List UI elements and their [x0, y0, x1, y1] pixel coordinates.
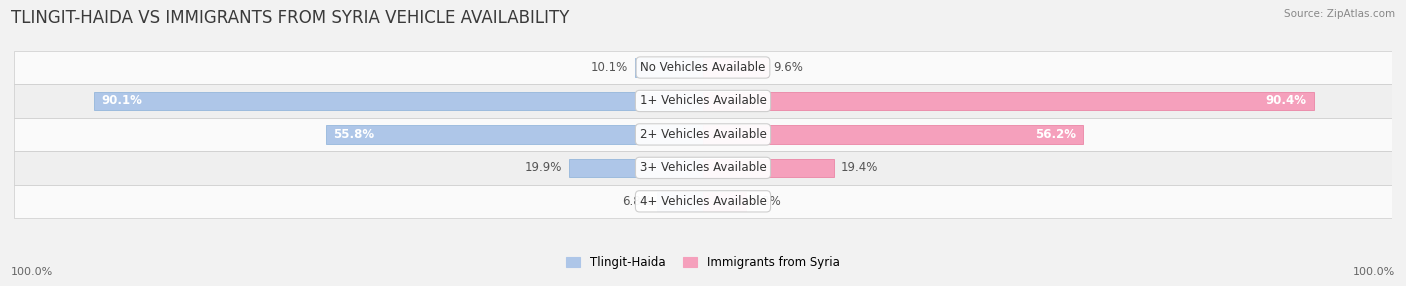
Text: 10.1%: 10.1%: [591, 61, 628, 74]
Bar: [94, 92, 703, 110]
Bar: [14, 51, 1392, 84]
Text: 100.0%: 100.0%: [1353, 267, 1395, 277]
Text: 90.1%: 90.1%: [101, 94, 142, 108]
Text: 19.9%: 19.9%: [524, 161, 562, 174]
Bar: [568, 159, 703, 177]
Bar: [703, 58, 768, 77]
Text: 2+ Vehicles Available: 2+ Vehicles Available: [640, 128, 766, 141]
Text: 4+ Vehicles Available: 4+ Vehicles Available: [640, 195, 766, 208]
Bar: [703, 92, 1313, 110]
Bar: [703, 159, 834, 177]
Text: 100.0%: 100.0%: [11, 267, 53, 277]
Text: 6.3%: 6.3%: [751, 195, 780, 208]
Legend: Tlingit-Haida, Immigrants from Syria: Tlingit-Haida, Immigrants from Syria: [561, 251, 845, 274]
Text: Source: ZipAtlas.com: Source: ZipAtlas.com: [1284, 9, 1395, 19]
Text: No Vehicles Available: No Vehicles Available: [640, 61, 766, 74]
Text: TLINGIT-HAIDA VS IMMIGRANTS FROM SYRIA VEHICLE AVAILABILITY: TLINGIT-HAIDA VS IMMIGRANTS FROM SYRIA V…: [11, 9, 569, 27]
Bar: [657, 192, 703, 210]
Bar: [14, 84, 1392, 118]
Bar: [326, 125, 703, 144]
Text: 1+ Vehicles Available: 1+ Vehicles Available: [640, 94, 766, 108]
Text: 90.4%: 90.4%: [1265, 94, 1306, 108]
Text: 9.6%: 9.6%: [773, 61, 803, 74]
Bar: [14, 184, 1392, 218]
Bar: [14, 118, 1392, 151]
Bar: [703, 192, 745, 210]
Text: 3+ Vehicles Available: 3+ Vehicles Available: [640, 161, 766, 174]
Bar: [14, 151, 1392, 184]
Text: 19.4%: 19.4%: [841, 161, 879, 174]
Bar: [703, 125, 1083, 144]
Text: 55.8%: 55.8%: [333, 128, 374, 141]
Text: 6.8%: 6.8%: [621, 195, 651, 208]
Bar: [634, 58, 703, 77]
Text: 56.2%: 56.2%: [1035, 128, 1076, 141]
